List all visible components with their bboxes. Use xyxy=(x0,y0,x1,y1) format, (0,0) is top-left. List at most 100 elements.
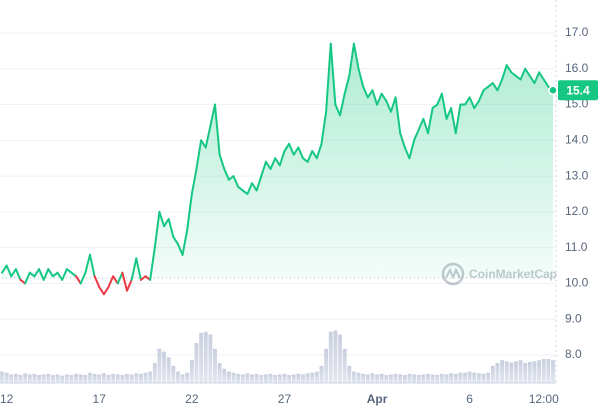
volume-bar xyxy=(389,374,393,383)
volume-bar xyxy=(481,373,486,383)
volume-bar xyxy=(171,365,176,383)
price-line xyxy=(213,103,221,156)
price-line xyxy=(440,92,448,120)
price-line xyxy=(496,78,504,92)
volume-bar xyxy=(152,363,157,383)
volume-bar xyxy=(259,375,264,383)
price-line xyxy=(158,210,166,228)
price-line xyxy=(538,71,545,81)
price-line xyxy=(505,64,513,74)
x-tick-label: 22 xyxy=(185,392,199,406)
price-line xyxy=(533,71,541,85)
price-line xyxy=(75,275,82,285)
price-line xyxy=(417,117,425,131)
volume-bar xyxy=(310,372,315,383)
volume-bar xyxy=(138,373,143,383)
volume-bar xyxy=(41,374,46,383)
price-line xyxy=(278,150,286,167)
price-line xyxy=(371,89,379,106)
price-line xyxy=(176,243,184,256)
volume-bar xyxy=(194,343,199,383)
x-tick-label: 17 xyxy=(93,392,107,406)
area xyxy=(2,43,553,279)
volume-bar xyxy=(458,372,463,383)
price-line xyxy=(343,74,351,95)
volume-bar xyxy=(115,374,120,383)
price-line xyxy=(163,218,170,228)
price-line xyxy=(204,125,212,149)
volume-bar xyxy=(319,365,324,383)
price-line xyxy=(61,268,68,281)
volume-bar xyxy=(504,361,509,383)
price-line xyxy=(468,96,476,110)
volume-bar xyxy=(245,373,250,383)
volume-bar xyxy=(226,371,231,383)
volume-bar xyxy=(166,357,171,383)
price-line xyxy=(399,132,406,149)
volume-bar xyxy=(9,374,14,383)
volume-bar xyxy=(264,374,268,383)
y-tick-label: 8.0 xyxy=(565,347,582,361)
volume-bar xyxy=(541,359,546,383)
volume-bar xyxy=(421,374,426,383)
volume-bar xyxy=(92,373,97,383)
volume-bar xyxy=(347,365,352,383)
volume-bar xyxy=(134,373,139,383)
price-line xyxy=(315,142,323,160)
volume-bar xyxy=(305,373,310,383)
price-line xyxy=(389,96,397,113)
price-line xyxy=(153,210,161,249)
price-line xyxy=(33,268,41,278)
price-line xyxy=(195,139,203,170)
volume-bar xyxy=(222,368,227,383)
volume-bar xyxy=(402,375,407,383)
x-tick-label: Apr xyxy=(367,392,388,406)
x-tick-label: 12 xyxy=(0,392,14,406)
price-line xyxy=(107,275,115,289)
volume-bar xyxy=(472,372,477,383)
volume-bar xyxy=(189,360,194,383)
y-tick-label: 12.0 xyxy=(565,204,589,218)
volume-bar xyxy=(435,375,440,383)
price-line xyxy=(135,257,142,281)
volume-bar xyxy=(287,375,291,383)
volume-bar xyxy=(217,363,222,383)
volume-bar xyxy=(129,374,134,383)
volume-bar xyxy=(351,371,356,383)
price-line xyxy=(357,67,365,88)
price-line xyxy=(1,264,8,274)
price-line xyxy=(14,268,22,281)
volume-bar xyxy=(495,363,500,383)
volume-bar xyxy=(60,375,65,383)
volume-bar xyxy=(328,331,333,383)
price-line xyxy=(292,146,300,156)
price-line xyxy=(56,271,64,281)
price-line xyxy=(116,271,124,285)
price-line xyxy=(445,107,453,120)
price-line xyxy=(112,275,119,285)
volume-bar xyxy=(148,371,153,383)
price-line xyxy=(491,82,499,92)
price-line xyxy=(426,107,434,135)
volume-bar xyxy=(51,375,55,383)
volume-bar xyxy=(356,372,361,383)
price-line xyxy=(38,268,45,281)
price-line xyxy=(167,218,175,238)
volume-bar xyxy=(379,373,384,383)
volume-bar xyxy=(375,374,379,383)
volume-bar xyxy=(203,331,208,383)
y-tick-label: 13.0 xyxy=(565,168,589,182)
volume-bar xyxy=(324,348,329,383)
volume-bar xyxy=(416,375,421,383)
price-line xyxy=(88,253,96,278)
price-line xyxy=(352,42,360,70)
price-line xyxy=(297,146,304,160)
volume-bar xyxy=(333,330,338,383)
volume-bar xyxy=(199,332,204,383)
price-line xyxy=(329,42,337,106)
price-line xyxy=(200,139,207,149)
volume-bar xyxy=(412,374,417,383)
volume-bar xyxy=(55,374,60,383)
volume-bar xyxy=(439,373,444,383)
price-line xyxy=(394,96,402,135)
